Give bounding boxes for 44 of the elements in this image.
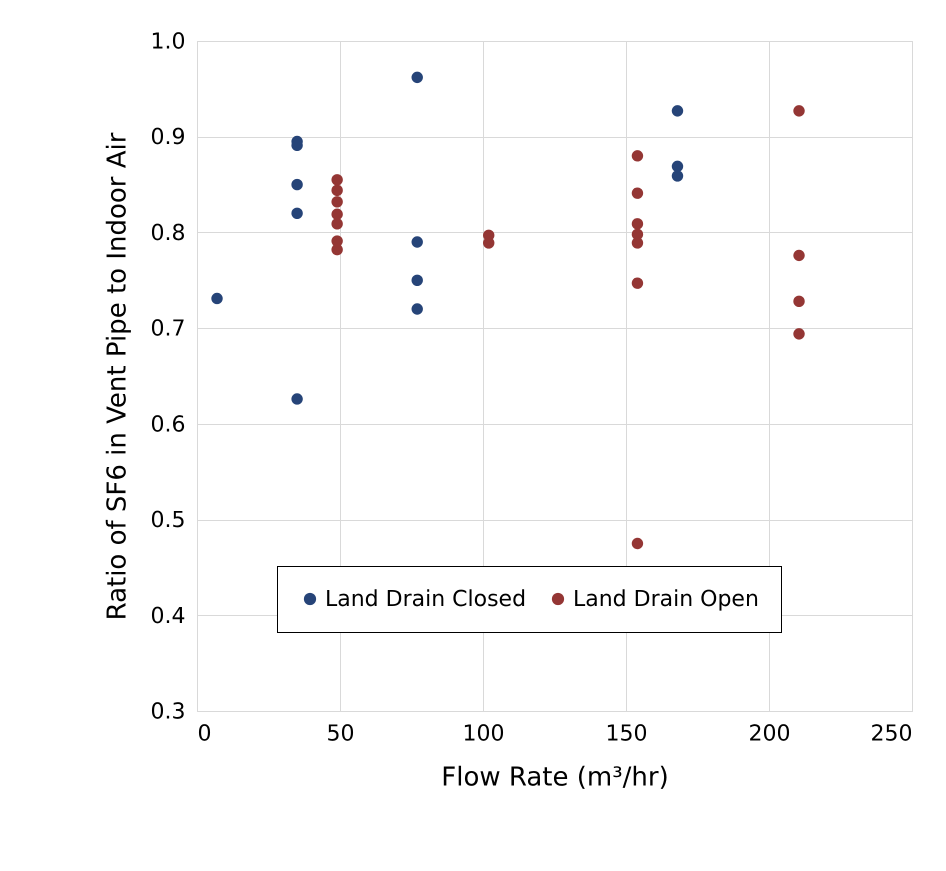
point [412,274,423,286]
point [672,170,684,182]
legend-label: Land Drain Open [573,587,759,612]
point [632,237,644,249]
point [793,328,805,340]
x-tick-label: 0 [198,722,212,746]
y-tick-label: 0.9 [150,125,186,150]
point [793,296,805,308]
point [291,208,303,219]
point [412,303,423,315]
y-tick-label: 0.7 [150,316,186,342]
x-tick-label: 50 [326,722,354,746]
y-tick-label: 0.5 [150,508,186,534]
point [632,218,644,230]
point [672,105,684,117]
point [412,72,423,84]
point [632,150,644,162]
point [331,196,343,208]
point [672,160,684,172]
point [291,393,303,405]
point [331,218,343,230]
point [331,174,343,186]
point [793,250,805,262]
point [793,105,805,117]
y-tick-label: 0.6 [150,412,186,438]
y-tick-label: 1.0 [150,30,186,54]
y-axis-title: Ratio of SF6 in Vent Pipe to Indoor Air [102,132,133,620]
x-tick-label: 100 [462,722,504,746]
y-tick-label: 0.4 [150,604,186,629]
point [291,178,303,190]
point [331,184,343,196]
legend-label: Land Drain Closed [325,587,526,612]
x-tick-label: 200 [748,722,790,746]
y-tick-label: 0.8 [150,220,186,246]
y-tick-label: 0.3 [150,700,186,724]
point [412,236,423,248]
point [211,292,223,304]
x-tick-label: 150 [606,722,648,746]
point [331,208,343,220]
x-tick-label: 250 [870,722,912,746]
point [632,538,644,550]
point [632,277,644,289]
x-axis-title: Flow Rate (m³/hr) [441,762,669,792]
point [632,187,644,199]
